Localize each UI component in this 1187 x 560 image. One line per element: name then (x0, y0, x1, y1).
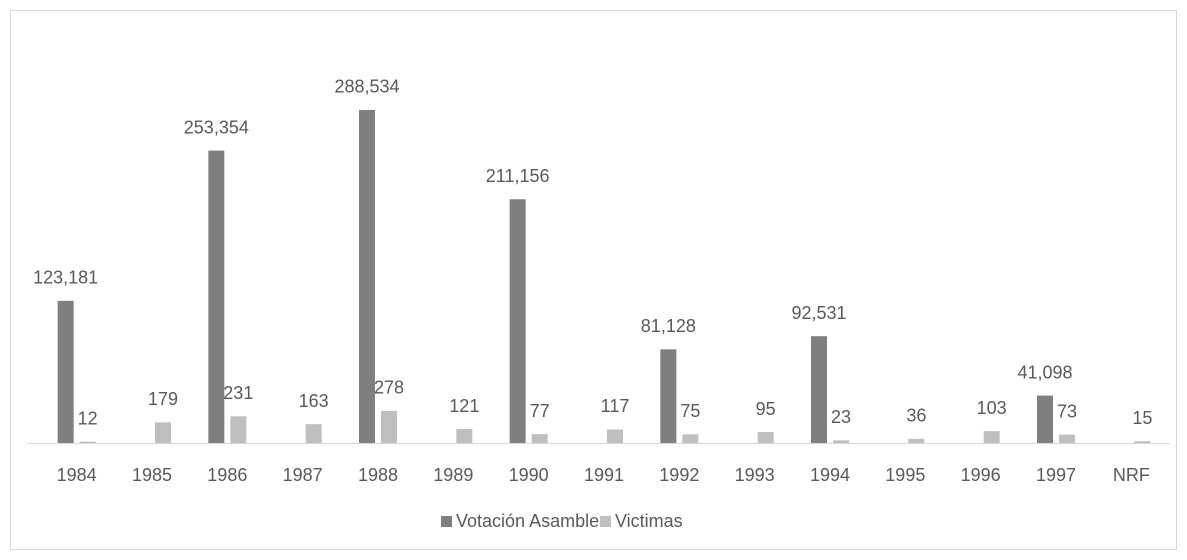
bar (908, 438, 925, 443)
bar (833, 440, 849, 443)
data-label: 75 (680, 401, 700, 421)
data-label: 278 (374, 378, 404, 398)
legend-label: Votación Asamblea (456, 511, 610, 531)
x-tick-label: 1984 (57, 465, 97, 485)
x-tick-label: 1994 (810, 465, 850, 485)
legend-swatch (600, 516, 611, 527)
data-label: 211,156 (486, 166, 550, 186)
bar (456, 429, 473, 443)
bar (1059, 434, 1075, 443)
data-label: 231 (223, 383, 253, 403)
x-tick-label: 1996 (961, 465, 1001, 485)
x-tick-label: 1991 (584, 465, 624, 485)
data-label: 121 (449, 396, 479, 416)
x-tick-label: NRF (1113, 465, 1150, 485)
data-label: 23 (831, 407, 851, 427)
x-tick-label: 1988 (358, 465, 398, 485)
data-label: 123,181 (33, 268, 98, 288)
bar (359, 109, 375, 443)
x-tick-label: 1990 (509, 465, 549, 485)
data-label: 81,128 (641, 316, 696, 336)
chart-border (10, 10, 1177, 550)
data-label: 103 (977, 398, 1007, 418)
bar (57, 300, 74, 443)
x-tick-label: 1995 (885, 465, 925, 485)
data-label: 41,098 (1017, 362, 1072, 382)
data-label: 117 (601, 396, 630, 416)
data-label: 253,354 (184, 117, 249, 137)
bar (79, 441, 96, 443)
data-label: 179 (148, 389, 178, 409)
bar (1134, 441, 1151, 443)
data-label: 12 (78, 408, 98, 428)
data-label: 95 (756, 399, 776, 419)
legend-label: Victimas (615, 511, 683, 531)
bar (1037, 395, 1053, 443)
data-label: 15 (1132, 408, 1152, 428)
bar (531, 434, 548, 443)
bar (607, 429, 623, 443)
bar (811, 336, 827, 443)
data-label: 73 (1057, 401, 1077, 421)
bar (757, 432, 774, 443)
x-tick-label: 1986 (207, 465, 247, 485)
x-tick-label: 1993 (735, 465, 775, 485)
bar (509, 199, 526, 443)
x-tick-label: 1989 (433, 465, 473, 485)
x-tick-label: 1997 (1036, 465, 1076, 485)
bar (155, 422, 171, 443)
x-tick-label: 1992 (659, 465, 699, 485)
data-label: 36 (906, 406, 926, 426)
x-tick-label: 1985 (132, 465, 172, 485)
data-label: 92,531 (791, 303, 846, 323)
bar (983, 431, 1000, 443)
bar (208, 150, 225, 443)
bar (682, 434, 699, 443)
bar (305, 424, 322, 443)
x-tick-label: 1987 (283, 465, 323, 485)
data-label: 288,534 (334, 77, 399, 97)
legend-swatch (441, 516, 452, 527)
bar (230, 416, 247, 443)
data-label: 163 (299, 391, 329, 411)
bar (381, 410, 397, 443)
bar (660, 349, 677, 443)
data-label: 77 (530, 401, 550, 421)
